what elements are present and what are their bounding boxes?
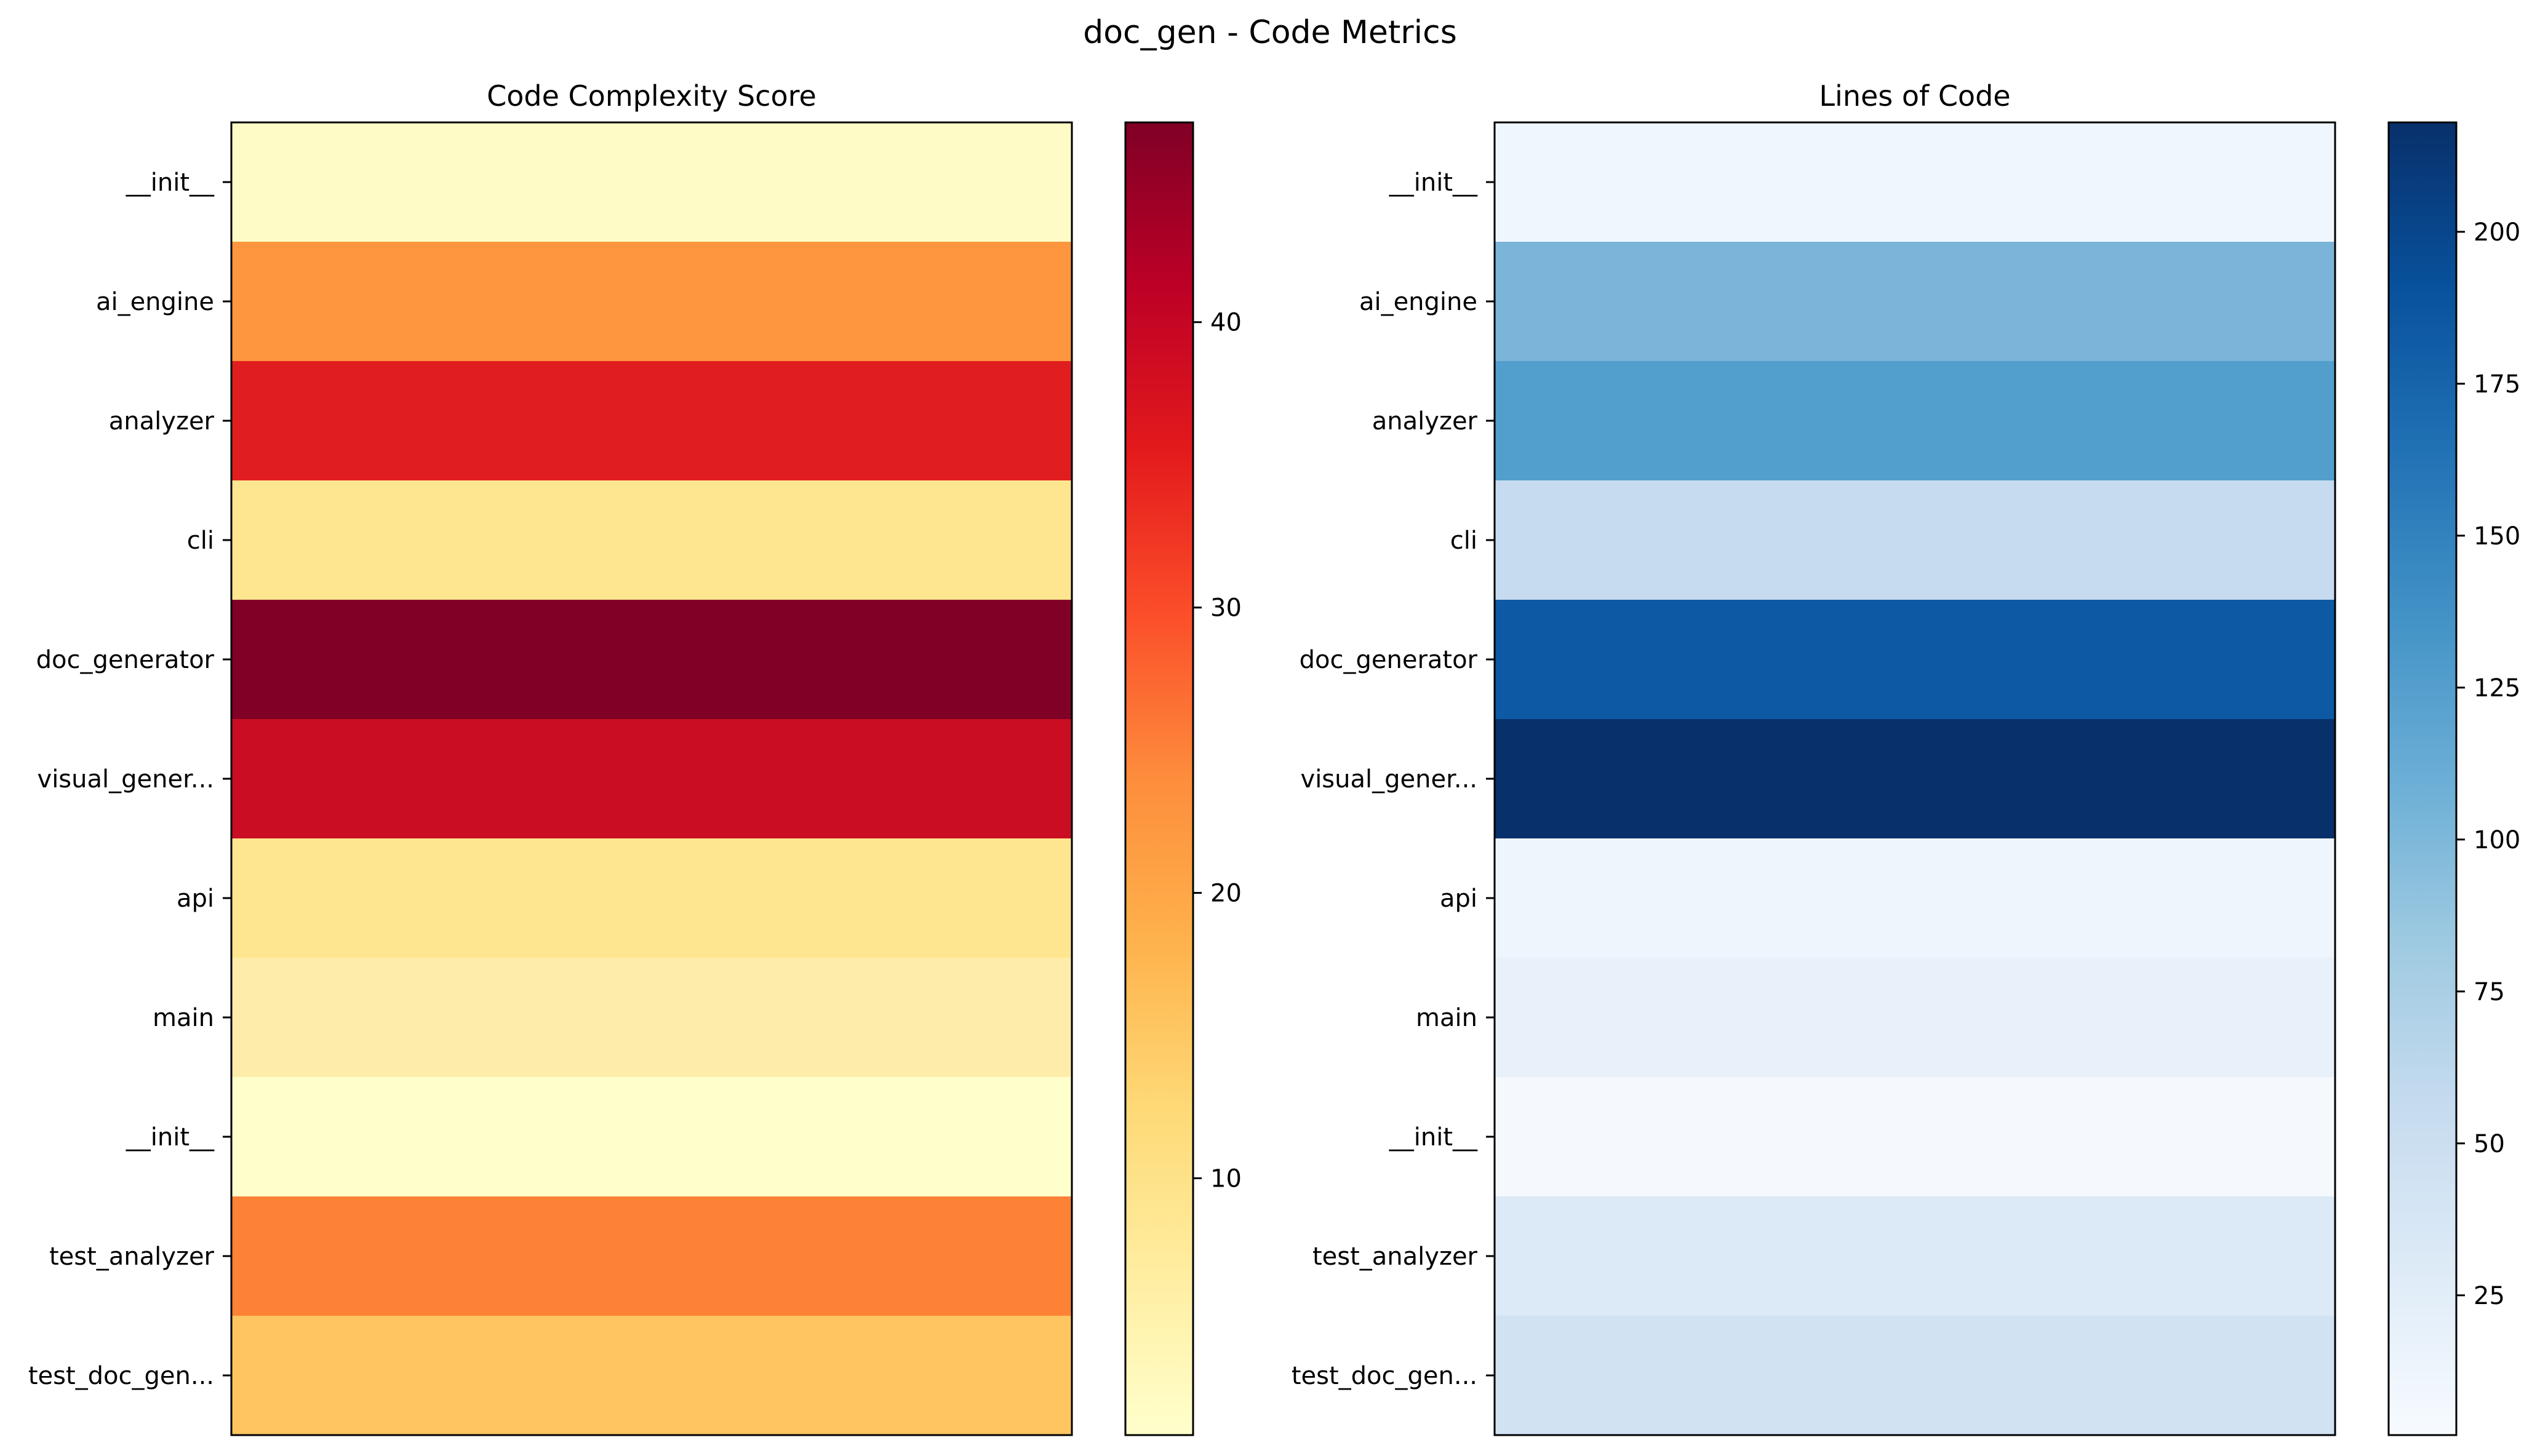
loc-colorbar-tick-label-7: 200 [2474,218,2520,247]
complexity-y-tick-label-5: visual_gener... [38,765,214,794]
complexity-y-tick-label-9: test_analyzer [49,1243,215,1271]
loc-cell-7 [1495,958,2335,1078]
complexity-heatmap-frame [230,121,1073,1436]
complexity-cell-1 [231,242,1072,362]
loc-y-tick-label-2: analyzer [1372,407,1478,436]
complexity-heatmap-y-tick-labels: __init__ ai_engine analyzer cli doc_generato… [28,169,231,1390]
loc-cell-3 [1495,480,2335,600]
loc-y-tick-label-4: doc_generator [1300,646,1478,674]
loc-y-tick-label-1: ai_engine [1359,288,1477,316]
complexity-colorbar-tick-label-0: 10 [1210,1164,1242,1193]
complexity-colorbar-tick-label-3: 40 [1210,309,1242,337]
loc-colorbar-tick-label-4: 125 [2474,674,2520,702]
loc-colorbar-ticks: 25 50 75 100 125 150 175 200 [2456,218,2520,1310]
loc-colorbar-tick-label-6: 175 [2474,370,2520,399]
complexity-cell-6 [231,838,1072,958]
loc-cell-8 [1495,1077,2335,1197]
complexity-heatmap-title: Code Complexity Score [487,79,817,113]
loc-cell-9 [1495,1196,2335,1316]
complexity-cell-5 [231,719,1072,839]
loc-colorbar-tick-label-1: 50 [2474,1130,2505,1158]
loc-y-tick-label-3: cli [1450,527,1477,555]
complexity-y-tick-label-10: test_doc_gen... [28,1362,214,1390]
loc-heatmap-panel: Lines of Code __init__ ai_engine analyzer c… [1292,79,2520,1436]
complexity-cell-8 [231,1077,1072,1197]
complexity-y-tick-label-4: doc_generator [36,646,215,674]
complexity-heatmap-panel: Code Complexity Score __init__ ai_enginea… [28,79,1242,1436]
loc-cell-1 [1495,242,2335,362]
loc-cell-0 [1495,122,2335,242]
complexity-cell-4 [231,600,1072,720]
loc-y-tick-label-7: main [1416,1004,1477,1032]
loc-y-tick-label-6: api [1440,885,1477,913]
complexity-cell-7 [231,958,1072,1078]
loc-colorbar-tick-label-2: 75 [2474,978,2505,1006]
loc-y-tick-label-10: test_doc_gen... [1292,1362,1477,1390]
loc-colorbar-tick-label-5: 150 [2474,522,2520,551]
complexity-y-tick-label-6: api [177,885,214,913]
complexity-cell-3 [231,480,1072,600]
loc-y-tick-label-8: __init__ [1389,1123,1478,1152]
loc-heatmap-title: Lines of Code [1819,79,2010,113]
loc-heatmap-y-tick-labels: __init__ ai_engine analyzer cli doc_generato… [1292,169,1495,1390]
loc-heatmap-frame [1493,121,2336,1436]
loc-y-tick-label-9: test_analyzer [1312,1243,1478,1271]
loc-y-tick-label-5: visual_gener... [1301,765,1477,794]
loc-cell-2 [1495,361,2335,481]
complexity-y-tick-label-1: ai_engine [96,288,214,316]
loc-colorbar [2387,121,2458,1436]
complexity-cell-9 [231,1196,1072,1316]
complexity-cell-0 [231,122,1072,242]
complexity-colorbar-ticks: 10 20 30 40 [1193,309,1242,1193]
complexity-cell-10 [231,1316,1072,1436]
complexity-colorbar-tick-label-1: 20 [1210,880,1242,908]
complexity-y-tick-label-3: cli [187,527,214,555]
loc-cell-4 [1495,600,2335,720]
complexity-y-tick-label-7: main [153,1004,214,1032]
complexity-colorbar [1124,121,1194,1436]
complexity-cell-2 [231,361,1072,481]
figure-title: doc_gen - Code Metrics [1083,14,1457,51]
complexity-colorbar-tick-label-2: 30 [1210,594,1242,623]
complexity-y-tick-label-0: __init__ [126,169,215,197]
loc-cell-5 [1495,719,2335,839]
loc-colorbar-tick-label-0: 25 [2474,1282,2505,1310]
complexity-y-tick-label-8: __init__ [126,1123,215,1152]
loc-colorbar-tick-label-3: 100 [2474,826,2520,854]
loc-heatmap-cells [1495,122,2335,1436]
complexity-heatmap-cells [231,122,1072,1436]
complexity-y-tick-label-2: analyzer [109,407,215,436]
loc-cell-10 [1495,1316,2335,1436]
loc-y-tick-label-0: __init__ [1389,169,1478,197]
loc-cell-6 [1495,838,2335,958]
